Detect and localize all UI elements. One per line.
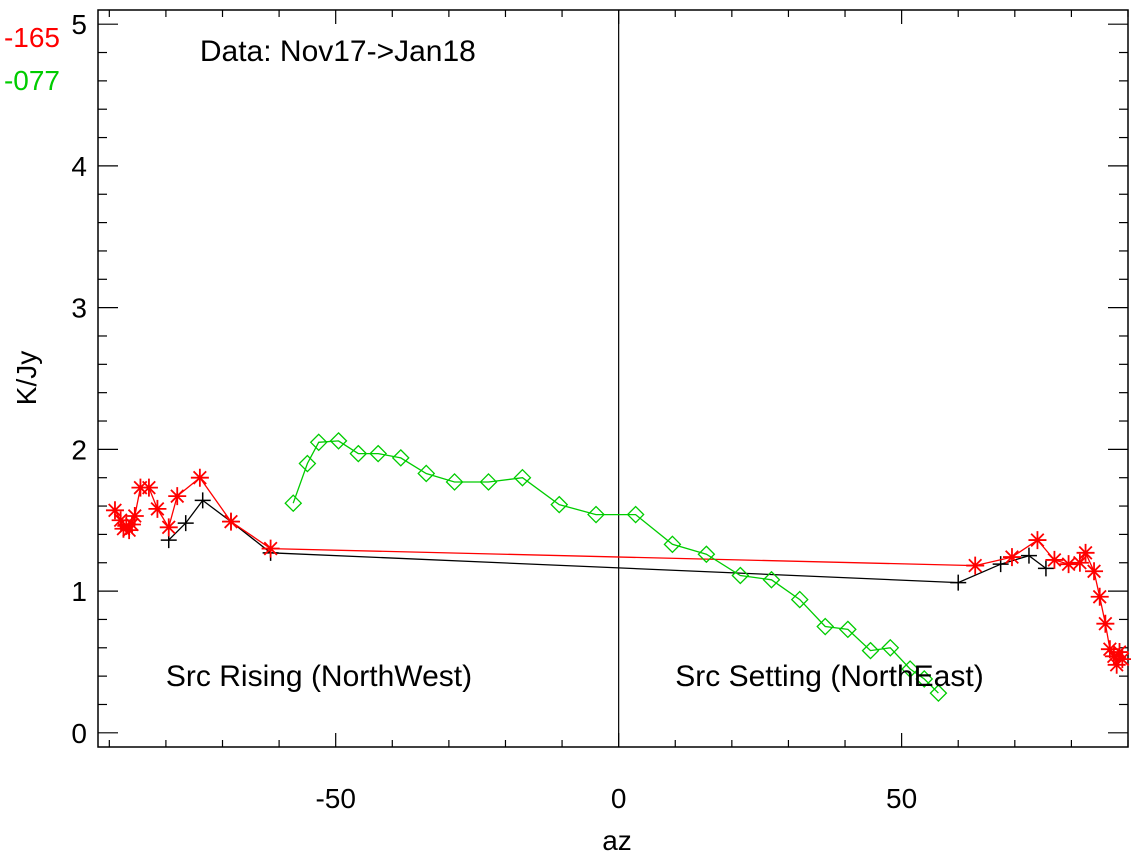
data-point xyxy=(513,468,532,487)
data-point xyxy=(838,620,857,639)
series-line xyxy=(292,440,939,694)
data-point xyxy=(479,473,498,491)
series-layer xyxy=(105,431,1131,703)
data-point xyxy=(1045,550,1064,569)
data-point xyxy=(697,545,716,564)
data-point xyxy=(1110,643,1129,662)
data-point xyxy=(309,433,328,452)
data-point xyxy=(105,501,124,520)
data-point xyxy=(762,570,781,589)
data-point xyxy=(190,468,209,487)
data-point xyxy=(1090,587,1109,606)
data-point xyxy=(1104,647,1123,666)
data-point xyxy=(663,535,682,554)
data-point xyxy=(915,670,934,688)
x-tick-labels: -50 0 50 xyxy=(315,783,917,814)
y-tick-label: 3 xyxy=(71,293,87,324)
data-point xyxy=(966,556,985,575)
data-point xyxy=(391,448,410,467)
annotation-2: Src Setting (NorthEast) xyxy=(675,660,983,693)
data-point xyxy=(901,660,920,678)
annotation-0: Data: Nov17->Jan18 xyxy=(200,35,476,68)
y-axis-title: K/Jy xyxy=(11,351,42,405)
y-tick-label: 5 xyxy=(71,9,87,40)
x-axis-title: az xyxy=(602,825,632,856)
data-point xyxy=(950,574,967,591)
x-tick-label: 50 xyxy=(886,783,917,814)
data-point xyxy=(417,464,436,483)
data-point xyxy=(284,494,303,513)
data-point xyxy=(1020,547,1037,564)
series-1 xyxy=(105,468,1131,674)
y-tick-label: 0 xyxy=(71,718,87,749)
data-point xyxy=(992,556,1009,573)
data-point xyxy=(159,518,178,537)
y-tick-label: 2 xyxy=(71,434,87,465)
data-point xyxy=(550,495,569,514)
data-point xyxy=(626,505,645,524)
data-point xyxy=(1100,640,1119,659)
data-point xyxy=(221,512,240,531)
data-point xyxy=(731,566,750,585)
data-point xyxy=(861,641,880,660)
data-point xyxy=(1085,562,1104,581)
data-point xyxy=(261,539,280,558)
x-tick-label: -50 xyxy=(315,783,355,814)
data-point xyxy=(816,617,835,636)
legend-entry-077: -077 xyxy=(4,65,60,96)
annotations: Data: Nov17->Jan18 Src Rising (NorthWest)… xyxy=(166,35,984,693)
axis-ticks xyxy=(98,10,1129,747)
series-0 xyxy=(160,492,1054,591)
data-point xyxy=(1076,543,1095,562)
data-point xyxy=(120,521,139,540)
data-point xyxy=(349,444,368,463)
y-tick-label: 4 xyxy=(71,151,87,182)
data-point xyxy=(125,506,144,525)
data-point xyxy=(929,684,948,703)
data-point xyxy=(1002,548,1021,567)
data-point xyxy=(1096,614,1115,633)
data-point xyxy=(177,515,194,532)
legend-entry-165: -165 xyxy=(4,22,60,53)
data-point xyxy=(329,431,348,450)
data-point xyxy=(1028,531,1047,550)
y-tick-labels: 0 1 2 3 4 5 xyxy=(71,9,87,749)
annotation-1: Src Rising (NorthWest) xyxy=(166,660,472,693)
data-point xyxy=(194,492,211,509)
plot-frame xyxy=(97,9,1129,748)
series-line xyxy=(168,499,1047,584)
data-point xyxy=(445,473,464,491)
data-point xyxy=(148,499,167,518)
data-point xyxy=(168,487,187,506)
data-point xyxy=(790,590,809,609)
data-point xyxy=(1070,553,1089,572)
data-point xyxy=(1113,650,1131,669)
data-point xyxy=(122,515,141,534)
series-2 xyxy=(284,431,948,703)
data-point xyxy=(881,638,900,657)
data-point xyxy=(1059,555,1078,574)
data-point xyxy=(139,478,158,497)
data-point xyxy=(117,516,136,535)
data-point xyxy=(369,444,388,463)
data-point xyxy=(298,454,317,473)
data-point xyxy=(587,505,605,524)
data-point xyxy=(1037,560,1054,577)
x-tick-label: 0 xyxy=(611,783,627,814)
y-tick-label: 1 xyxy=(71,576,87,607)
